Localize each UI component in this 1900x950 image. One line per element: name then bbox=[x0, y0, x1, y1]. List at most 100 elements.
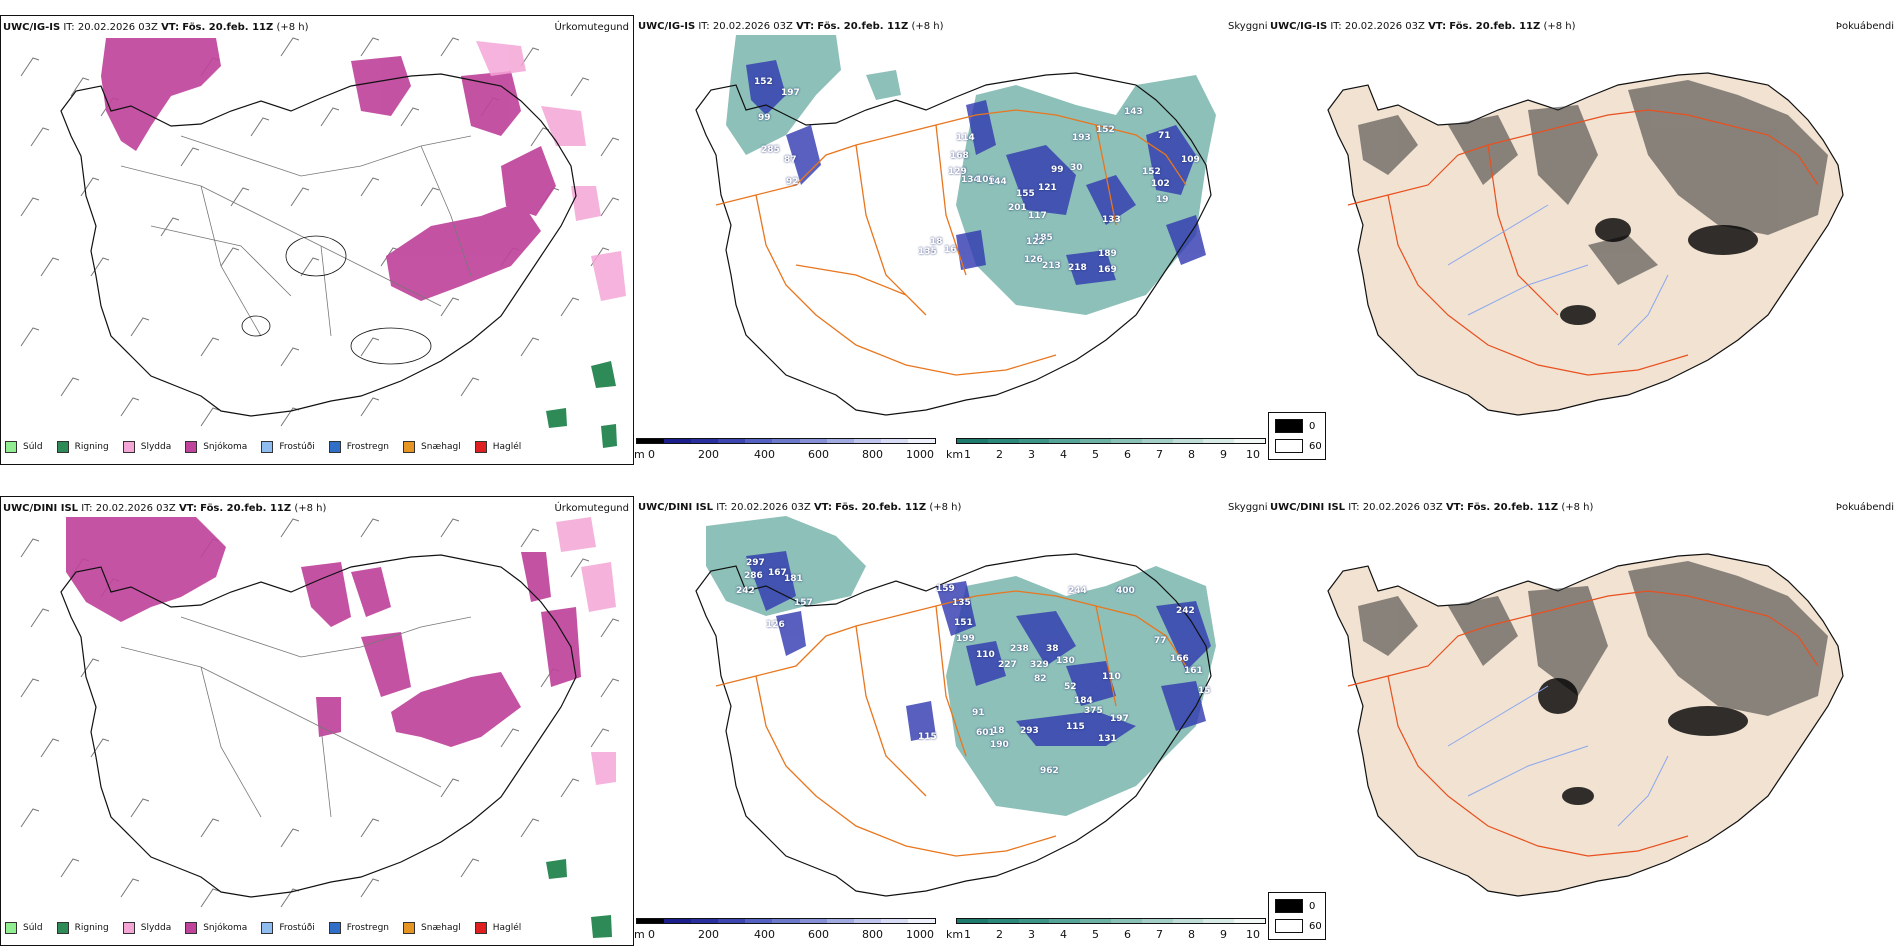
cloudbase-label: 126 bbox=[1024, 255, 1043, 265]
legend-item-haglel: Haglél bbox=[474, 922, 521, 934]
cloudbase-label: 185 bbox=[1034, 233, 1053, 243]
cloudbase-label: 297 bbox=[746, 558, 765, 568]
cloudbase-label: 19 bbox=[1156, 195, 1169, 205]
cloudbase-colorbar-bottom: m 0 200 400 600 800 1000 bbox=[634, 918, 936, 942]
tick-label: 0 bbox=[648, 448, 655, 461]
rivers bbox=[1447, 685, 1669, 827]
panel-title: Þokuábendi bbox=[1835, 21, 1894, 32]
roads-orange bbox=[715, 109, 1187, 376]
tick-label: 400 bbox=[754, 928, 775, 941]
tick-label: 1000 bbox=[906, 928, 934, 941]
cloudbase-label: 400 bbox=[1116, 586, 1135, 596]
cloud-panel-bottom: UWC/DINI ISL IT: 20.02.2026 03Z VT: Fös.… bbox=[1268, 496, 1900, 936]
precip-rain-areas bbox=[546, 361, 617, 448]
cloudbase-label: 110 bbox=[976, 650, 995, 660]
panel-header: UWC/DINI ISL IT: 20.02.2026 03Z VT: Fös.… bbox=[1270, 502, 1594, 513]
precip-rain-areas bbox=[546, 859, 612, 938]
legend-item-frostregn: Frostregn bbox=[328, 922, 389, 934]
cloudbase-gradient bbox=[636, 438, 936, 444]
precip-map bbox=[20, 517, 620, 938]
fog-shading bbox=[1358, 561, 1828, 716]
cloudbase-label: 110 bbox=[1102, 672, 1121, 682]
cloudbase-label: 18 bbox=[992, 726, 1005, 736]
legend-item-suld: Súld bbox=[5, 922, 43, 934]
rivers bbox=[1447, 204, 1669, 346]
tick-label: 8 bbox=[1188, 448, 1195, 461]
cloudbase-label: 157 bbox=[794, 598, 813, 608]
cloudbase-label: 197 bbox=[781, 88, 800, 98]
cloudbase-markers-bottom: 297 286 167 181 242 157 126 159 135 151 199 110 227 2… bbox=[636, 496, 1270, 936]
cloudbase-label: 244 bbox=[1068, 586, 1087, 596]
cloudbase-label: 213 bbox=[1042, 261, 1061, 271]
cloudbase-label: 52 bbox=[1064, 682, 1077, 692]
fog-shading bbox=[1358, 80, 1828, 285]
cloudbase-areas bbox=[746, 551, 1211, 746]
iceland-coastline bbox=[695, 72, 1212, 416]
cloudbase-label: 115 bbox=[1066, 722, 1085, 732]
cloudbase-label: 99 bbox=[1051, 165, 1064, 175]
cloudbase-colorbar-top: m 0 200 400 600 800 1000 bbox=[634, 438, 936, 462]
precip-type-legend: Súld Rigning Slydda Snjókoma Frostúði Fr… bbox=[5, 922, 521, 934]
iceland-coastline bbox=[60, 554, 577, 898]
tick-label: 7 bbox=[1156, 448, 1163, 461]
fog-dark-cores bbox=[1538, 678, 1748, 805]
tick-label: 10 bbox=[1246, 448, 1260, 461]
cloudbase-label: 18 bbox=[930, 237, 943, 247]
legend-item-slydda: Slydda bbox=[122, 922, 171, 934]
cloudbase-areas bbox=[746, 60, 1206, 285]
roads-gray bbox=[120, 135, 472, 337]
tick-label: 10 bbox=[1246, 928, 1260, 941]
cloudbase-label: 242 bbox=[736, 586, 755, 596]
precip-snow-areas bbox=[101, 38, 556, 301]
tick-label: 7 bbox=[1156, 928, 1163, 941]
cloudbase-label: 199 bbox=[956, 634, 975, 644]
cloudbase-label: 193 bbox=[1072, 133, 1091, 143]
iceland-coastline bbox=[60, 73, 577, 417]
cloudbase-label: 91 bbox=[972, 708, 985, 718]
cloudbase-label: 293 bbox=[1020, 726, 1039, 736]
legend-item-frostregn: Frostregn bbox=[328, 441, 389, 453]
precip-sleet-areas bbox=[556, 517, 616, 785]
visibility-map bbox=[695, 35, 1216, 416]
visibility-unit: km bbox=[946, 448, 964, 461]
cloudbase-label: 143 bbox=[1124, 107, 1143, 117]
cloudbase-label: 601 bbox=[976, 728, 995, 738]
cloudbase-label: 99 bbox=[758, 113, 771, 123]
precip-panel-top: UWC/IG-IS IT: 20.02.2026 03Z VT: Fös. 20… bbox=[0, 15, 634, 465]
cloudbase-label: 197 bbox=[1110, 714, 1129, 724]
tick-label: 5 bbox=[1092, 928, 1099, 941]
cloudbase-label: 242 bbox=[1176, 606, 1195, 616]
tick-label: 4 bbox=[1060, 448, 1067, 461]
cloudbase-label: 87 bbox=[784, 155, 797, 165]
cloudbase-label: 375 bbox=[1084, 706, 1103, 716]
panel-header: UWC/IG-IS IT: 20.02.2026 03Z VT: Fös. 20… bbox=[3, 22, 309, 33]
precip-panel-bottom: UWC/DINI ISL IT: 20.02.2026 03Z VT: Fös.… bbox=[0, 496, 634, 946]
precip-snow-areas bbox=[66, 517, 581, 747]
tick-label: 1 bbox=[964, 928, 971, 941]
fog-map bbox=[1327, 72, 1844, 416]
cloudbase-label: 30 bbox=[1070, 163, 1083, 173]
tick-label: 2 bbox=[996, 448, 1003, 461]
tick-label: 2 bbox=[996, 928, 1003, 941]
legend-item-suld: Súld bbox=[5, 441, 43, 453]
cloudbase-label: 190 bbox=[990, 740, 1009, 750]
tick-label: 6 bbox=[1124, 928, 1131, 941]
cloudbase-label: 15 bbox=[1198, 686, 1211, 696]
tick-label: 9 bbox=[1220, 448, 1227, 461]
cloudbase-label: 155 bbox=[1016, 189, 1035, 199]
cloudbase-label: 135 bbox=[952, 598, 971, 608]
precip-type-legend: Súld Rigning Slydda Snjókoma Frostúði Fr… bbox=[5, 441, 521, 453]
cloudbase-label: 16 bbox=[944, 245, 957, 255]
tick-label: 3 bbox=[1028, 448, 1035, 461]
panel-header: UWC/DINI ISL IT: 20.02.2026 03Z VT: Fös.… bbox=[3, 503, 327, 514]
panel-header: UWC/DINI ISL IT: 20.02.2026 03Z VT: Fös.… bbox=[638, 502, 962, 513]
visibility-panel-bottom: UWC/DINI ISL IT: 20.02.2026 03Z VT: Fös.… bbox=[636, 496, 1270, 946]
visibility-colorbar-top: km 1 2 3 4 5 6 7 8 9 10 bbox=[946, 438, 1266, 462]
precip-sleet-areas bbox=[476, 41, 626, 301]
tick-label: 200 bbox=[698, 448, 719, 461]
tick-label: 6 bbox=[1124, 448, 1131, 461]
cloudbase-label: 962 bbox=[1040, 766, 1059, 776]
cloudbase-label: 71 bbox=[1158, 131, 1171, 141]
legend-item-snjokoma: Snjókoma bbox=[185, 441, 247, 453]
roads-red bbox=[1347, 590, 1819, 857]
